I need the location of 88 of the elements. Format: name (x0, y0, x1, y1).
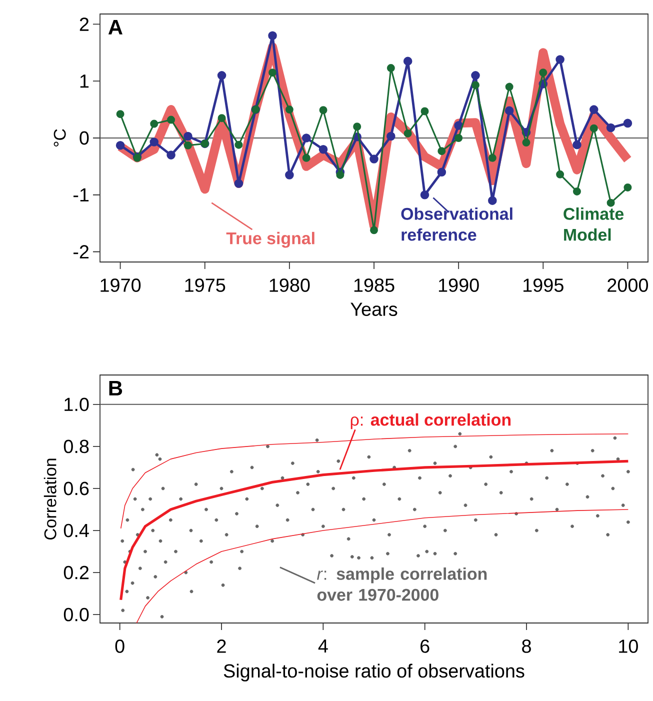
y-tick-label: 0.8 (64, 440, 89, 454)
point (624, 183, 632, 192)
y-axis-title: °C (54, 129, 66, 146)
point (268, 68, 277, 77)
x-tick-label: 4 (318, 640, 328, 653)
line-series (120, 460, 630, 602)
x-tick-label: 1975 (185, 278, 226, 292)
point (420, 190, 430, 200)
point (217, 71, 226, 80)
x-tick-label: 10 (619, 640, 638, 653)
point (184, 132, 192, 141)
point (454, 121, 463, 130)
chart-title: B (109, 381, 122, 396)
y-tick-label: 0 (80, 131, 89, 145)
point (488, 196, 497, 205)
chart-title: A (108, 20, 122, 34)
legend-label: True signal (226, 232, 314, 248)
point (285, 106, 294, 114)
y-tick-label: 1.0 (64, 398, 89, 412)
point (539, 68, 548, 77)
point (319, 106, 328, 114)
x-tick-label: 1995 (524, 278, 564, 292)
point (454, 134, 463, 142)
x-tick-label: 6 (420, 640, 430, 653)
point (386, 132, 396, 141)
y-tick-label: -2 (73, 245, 89, 258)
point (606, 198, 615, 207)
x-tick-label: 1980 (270, 278, 310, 292)
point (167, 116, 176, 124)
y-tick-label: 0.6 (64, 482, 89, 496)
point (268, 31, 277, 40)
x-tick-label: 8 (522, 640, 531, 653)
x-tick-label: 2 (217, 640, 226, 653)
point (505, 82, 514, 91)
legend-label: Observational reference (401, 207, 512, 241)
point (606, 123, 616, 132)
point (353, 122, 362, 131)
point (522, 138, 530, 147)
y-tick-label: -1 (73, 188, 89, 202)
point (234, 140, 243, 149)
point (572, 140, 582, 150)
point (116, 110, 124, 118)
point (403, 56, 412, 66)
point (318, 144, 328, 154)
x-axis-title: Signal-to-noise ratio of observations (224, 664, 524, 682)
x-tick-label: 1990 (438, 278, 479, 292)
point (556, 55, 564, 64)
point (471, 71, 480, 80)
point (116, 140, 125, 150)
point (184, 141, 192, 150)
point (302, 154, 310, 162)
point (370, 154, 378, 164)
point (218, 114, 226, 122)
text: ρ: actual correlation (350, 413, 511, 430)
point (590, 124, 598, 132)
point (437, 168, 446, 177)
point (285, 170, 294, 180)
y-axis-title: Correlation (44, 458, 56, 540)
point (150, 138, 159, 146)
y-tick-label: 2 (80, 18, 89, 31)
y-tick-label: 1 (80, 74, 89, 88)
point (471, 81, 480, 90)
point (488, 154, 496, 162)
point (504, 106, 514, 116)
point (556, 170, 564, 178)
x-tick-label: 2000 (608, 278, 648, 292)
point (150, 120, 158, 128)
point (420, 107, 429, 116)
point (336, 170, 344, 179)
point (404, 129, 412, 138)
x-tick-label: 1970 (100, 278, 141, 292)
point (438, 147, 446, 156)
y-tick-label: 0.0 (64, 608, 89, 622)
x-tick-label: 0 (115, 640, 124, 653)
point (234, 179, 244, 188)
x-tick-label: 1985 (354, 278, 394, 292)
point (623, 118, 632, 128)
point (386, 64, 395, 72)
legend-label: r: sample correlation over 1970-2000 (317, 567, 487, 601)
point (589, 105, 598, 114)
point (370, 226, 378, 234)
point (572, 187, 581, 196)
series-label: Climate Model (564, 207, 624, 241)
y-tick-label: 0.2 (64, 566, 89, 580)
x-axis-title: Years (350, 302, 398, 316)
point (166, 150, 176, 160)
point (302, 134, 311, 142)
y-tick-label: 0.4 (64, 524, 89, 538)
